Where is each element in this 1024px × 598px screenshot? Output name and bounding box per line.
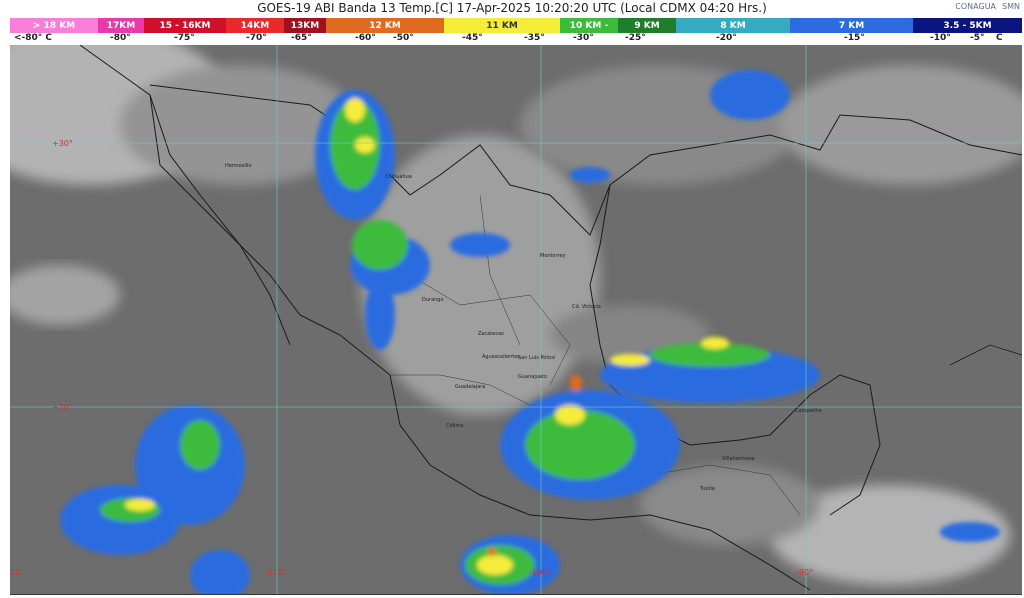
scale-segment: 3.5 - 5KM (913, 18, 1022, 33)
city-label: Monterrey (540, 253, 566, 259)
longitude-label: -100° (529, 568, 551, 577)
scale-segment: 15 - 16KM (144, 18, 226, 33)
city-label: Cd. Victoria (572, 304, 601, 310)
city-label: Zacatecas (478, 331, 504, 337)
cloud-tops (60, 70, 1000, 594)
temperature-label: <-80° C (14, 33, 53, 43)
temperature-scale: <-80° C -80° -75° -70° -65° -60° -50° -45° -35° -… (10, 33, 1022, 46)
city-label: Durango (422, 297, 444, 303)
scale-segment: 10 KM - (560, 18, 618, 33)
city-label: Chihuahua (385, 174, 412, 180)
temperature-label: -50° (393, 33, 414, 43)
cloud-top-height-scale: > 18 KM 17KM 15 - 16KM 14KM 13KM 12 KM 11 KM 10… (10, 18, 1022, 33)
temperature-label: C (996, 33, 1003, 43)
longitude-label: -110° (265, 568, 287, 577)
coastlines-and-borders (79, 45, 1022, 591)
city-label: Aguascalientes (482, 354, 520, 360)
temperature-label: -10° (930, 33, 951, 43)
latitude-label: +20° (52, 403, 73, 412)
scale-segment: 17KM (98, 18, 144, 33)
temperature-label: -35° (524, 33, 545, 43)
temperature-label: -80° (110, 33, 131, 43)
scale-segment: 9 KM (618, 18, 676, 33)
scale-segment: 8 KM (676, 18, 790, 33)
temperature-label: -25° (625, 33, 646, 43)
temperature-label: -30° (573, 33, 594, 43)
conagua-logo: CONAGUA (955, 2, 997, 11)
smn-logo: SMN (1002, 2, 1020, 11)
temperature-label: -60° (355, 33, 376, 43)
scale-segment: 14KM (226, 18, 284, 33)
city-label: Campeche (795, 408, 822, 414)
latitude-label: +30° (52, 139, 73, 148)
lat-lon-grid (10, 45, 1022, 594)
agency-logos: CONAGUA SMN (955, 2, 1020, 11)
scale-segment: > 18 KM (10, 18, 98, 33)
city-labels: Hermosillo Chihuahua Monterrey Durango C… (225, 163, 822, 492)
temperature-label: -65° (291, 33, 312, 43)
city-label: Guadalajara (455, 384, 485, 390)
city-label: Guanajuato (518, 374, 547, 380)
city-label: Tuxtla (699, 486, 715, 492)
temperature-label: -5° (970, 33, 985, 43)
temperature-label: -75° (174, 33, 195, 43)
scale-segment: 12 KM (326, 18, 444, 33)
temperature-label: -20° (716, 33, 737, 43)
scale-segment: 11 KM (444, 18, 560, 33)
temperature-label: -45° (462, 33, 483, 43)
scale-segment: 7 KM (790, 18, 913, 33)
temperature-label: -70° (246, 33, 267, 43)
longitude-label: -120° (10, 568, 24, 577)
city-label: San Luis Potosí (518, 354, 556, 361)
temperature-label: -15° (844, 33, 865, 43)
city-label: Villahermosa (722, 456, 754, 462)
scale-segment: 13KM (284, 18, 326, 33)
city-label: Hermosillo (225, 163, 252, 169)
city-label: Colima (446, 423, 463, 429)
satellite-map[interactable]: +30° +20° -120° -110° -100° -90° Hermosi… (10, 45, 1022, 595)
image-title: GOES-19 ABI Banda 13 Temp.[C] 17-Apr-202… (257, 1, 767, 15)
longitude-label: -90° (796, 568, 813, 577)
